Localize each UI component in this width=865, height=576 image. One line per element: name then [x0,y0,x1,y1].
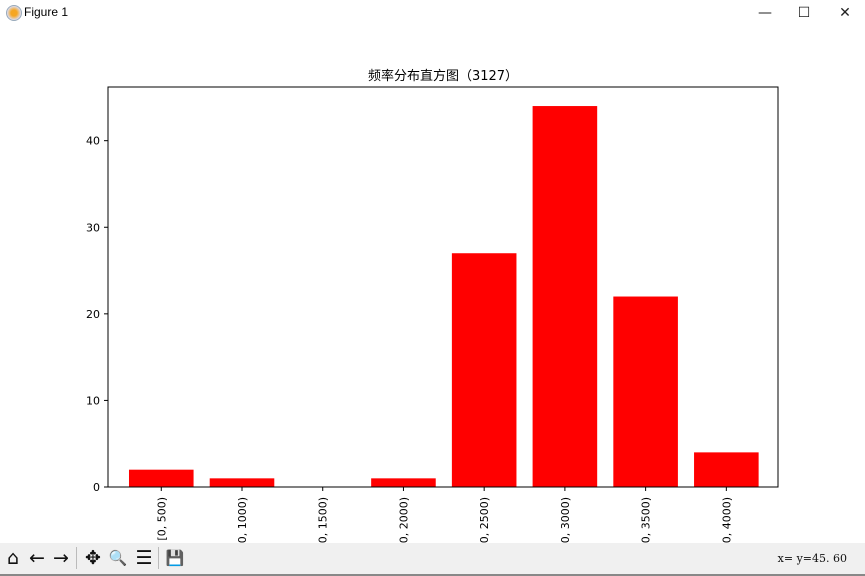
x-tick-label: [3000, 3500) [640,497,653,543]
home-button[interactable]: ⌂ [6,547,20,569]
zoom-button[interactable]: 🔍 [108,549,128,567]
pan-button[interactable]: ✥ [85,547,101,569]
navigation-toolbar: ⌂ ← → ✥ 🔍 ☰ 💾 x= y=45. 60 [0,543,865,576]
figure-canvas[interactable]: 频率分布直方图（3127） [0, 500) [500, 1000) [1000, 1… [0,26,865,543]
minimize-button[interactable]: — [758,5,772,21]
bar [613,296,678,487]
forward-button[interactable]: → [53,547,69,569]
x-tick-label: [1000, 1500) [317,497,330,543]
x-tick-label: [3500, 4000) [720,497,733,543]
x-tick-label: [500, 1000) [236,497,249,543]
bar [694,452,759,487]
bar-chart: 频率分布直方图（3127） [0, 500) [500, 1000) [1000, 1… [86,68,779,543]
cursor-status: x= y=45. 60 [777,552,847,565]
back-button[interactable]: ← [29,547,45,569]
y-tick-label: 20 [86,308,100,321]
matplotlib-app-icon [6,5,22,21]
x-tick-label: [2500, 3000) [559,497,572,543]
y-tick-label: 0 [93,481,100,494]
y-tick-label: 10 [86,394,100,407]
bar [451,253,517,487]
x-tick-label: [0, 500) [155,497,168,541]
title-bar: Figure 1 — ☐ ✕ [0,0,865,26]
y-tick-label: 40 [86,135,100,148]
maximize-button[interactable]: ☐ [797,5,811,21]
x-tick-label: [1500, 2000) [397,497,410,543]
chart-title: 频率分布直方图（3127） [368,68,518,84]
configure-subplots-button[interactable]: ☰ [135,547,153,569]
axes-frame [107,86,779,488]
x-tick-label: [2000, 2500) [478,497,491,543]
save-button[interactable]: 💾 [165,549,185,567]
bar [371,478,436,487]
toolbar-separator [76,547,77,569]
toolbar-separator [158,547,159,569]
bar [209,478,275,487]
bar [128,469,194,487]
y-tick-label: 30 [86,221,100,234]
close-button[interactable]: ✕ [839,5,851,21]
window-title: Figure 1 [24,5,69,19]
bar [532,106,598,488]
